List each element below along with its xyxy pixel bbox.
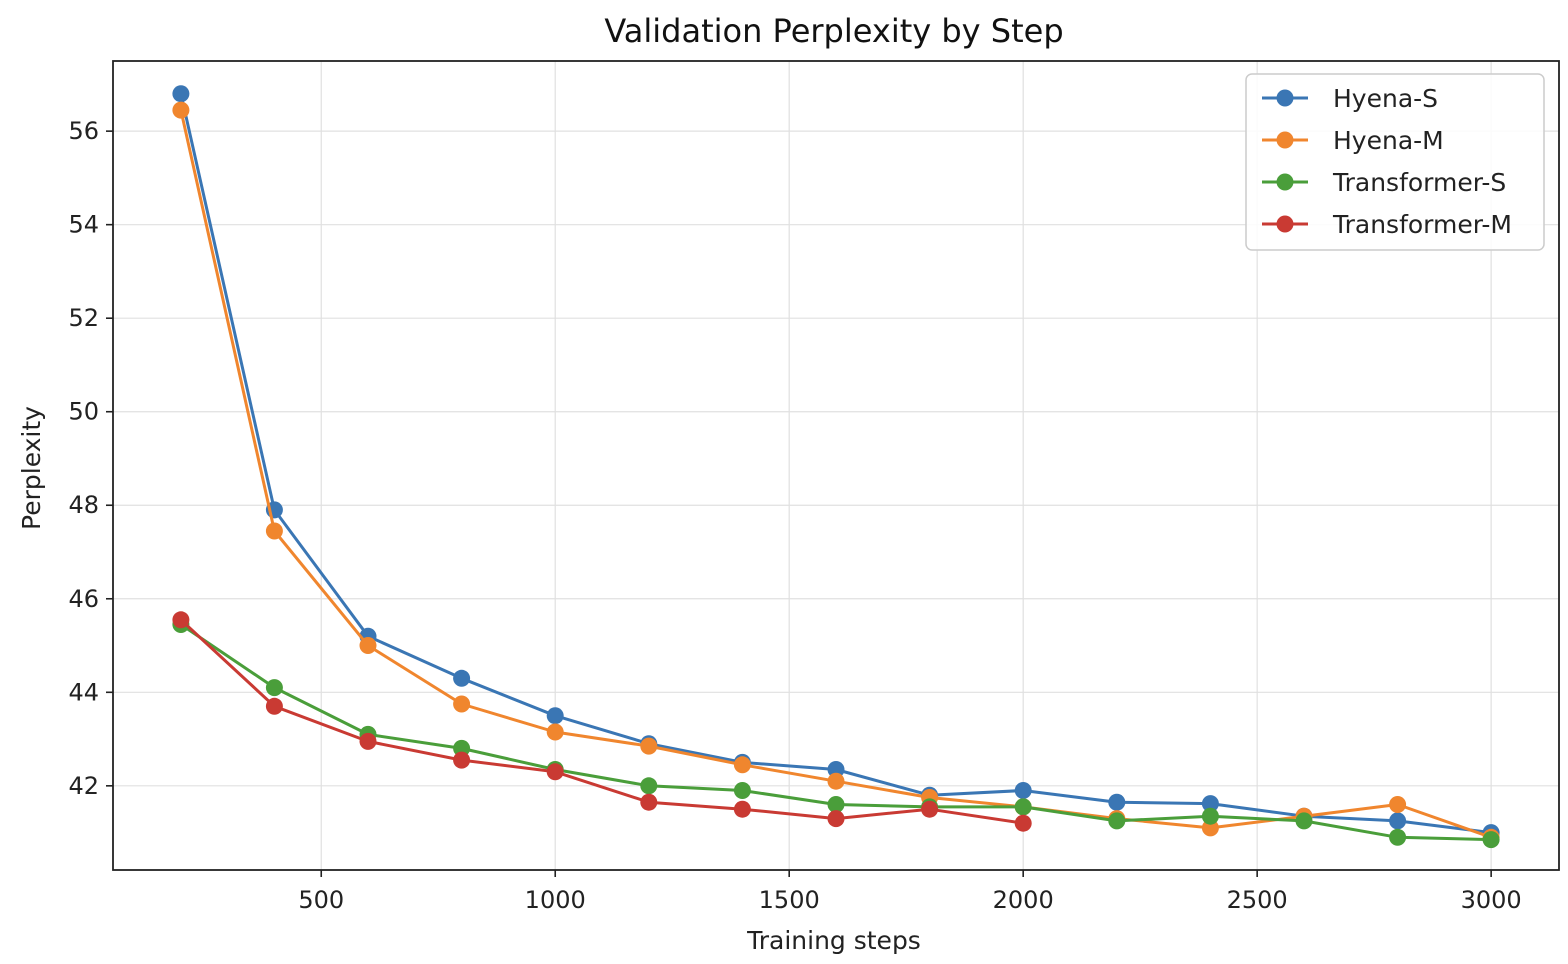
legend-marker-hyena-m	[1276, 131, 1294, 149]
legend-label-hyena-m: Hyena-M	[1333, 126, 1444, 155]
data-point-transformer-s	[1108, 812, 1126, 830]
data-point-hyena-s	[1108, 793, 1126, 811]
data-point-transformer-m	[453, 751, 471, 769]
data-point-hyena-m	[359, 637, 377, 654]
data-point-transformer-m	[640, 793, 658, 811]
data-point-hyena-m	[827, 772, 845, 790]
data-point-transformer-m	[172, 611, 190, 629]
legend-label-transformer-s: Transformer-S	[1332, 168, 1506, 197]
x-axis-label: Training steps	[746, 926, 921, 955]
legend-item-hyena-s: Hyena-S	[1262, 84, 1438, 113]
data-point-transformer-s	[1295, 812, 1313, 830]
data-point-transformer-s	[733, 782, 751, 799]
data-point-transformer-s	[1201, 807, 1219, 825]
legend-item-transformer-m: Transformer-M	[1262, 210, 1512, 239]
legend-item-transformer-s: Transformer-S	[1262, 168, 1506, 197]
data-point-hyena-m	[453, 695, 471, 713]
x-tick-label: 2000	[993, 886, 1054, 914]
data-point-hyena-m	[1389, 796, 1407, 813]
data-point-transformer-m	[265, 697, 283, 715]
legend-marker-hyena-s	[1276, 89, 1294, 107]
data-point-hyena-m	[265, 522, 283, 540]
series-layer	[172, 85, 1500, 849]
legend-label-hyena-s: Hyena-S	[1333, 84, 1438, 113]
legend-box	[1245, 73, 1545, 251]
y-tick-label: 56	[68, 117, 99, 145]
data-point-transformer-s	[453, 739, 471, 757]
data-point-transformer-s	[1014, 798, 1032, 816]
y-tick-label: 44	[68, 678, 99, 706]
legend-item-hyena-m: Hyena-M	[1262, 126, 1444, 155]
data-point-transformer-m	[921, 800, 939, 818]
y-tick-label: 46	[68, 585, 99, 613]
y-axis-label: Perplexity	[17, 406, 46, 530]
tick-layer: 500 1000 1500 2000 2500 3000 42 44 46 48 50 52 54 56	[68, 117, 1521, 914]
series-line-transformer-m	[179, 618, 1025, 825]
series-transformer-m	[172, 611, 1032, 832]
x-tick-label: 2500	[1227, 886, 1288, 914]
data-point-hyena-s	[827, 761, 845, 778]
y-tick-label: 52	[68, 304, 99, 332]
data-point-transformer-s	[265, 679, 283, 697]
data-point-transformer-s	[1389, 828, 1407, 846]
data-point-hyena-s	[546, 707, 564, 725]
data-point-hyena-s	[172, 85, 190, 103]
data-point-transformer-m	[733, 800, 751, 818]
legend-label-transformer-m: Transformer-M	[1332, 210, 1512, 239]
data-point-hyena-s	[1389, 812, 1407, 830]
y-tick-label: 42	[68, 772, 99, 800]
legend-marker-transformer-m	[1276, 215, 1294, 233]
chart-title: Validation Perplexity by Step	[604, 12, 1063, 50]
y-tick-label: 50	[68, 398, 99, 426]
y-tick-label: 48	[68, 491, 99, 519]
data-point-transformer-m	[827, 810, 845, 828]
data-point-transformer-m	[1014, 814, 1032, 832]
data-point-hyena-s	[1014, 782, 1032, 799]
x-tick-label: 1000	[525, 886, 586, 914]
x-tick-label: 1500	[759, 886, 820, 914]
data-point-hyena-m	[1201, 819, 1219, 837]
data-point-hyena-m	[733, 756, 751, 774]
data-point-transformer-m	[546, 763, 564, 781]
plot-frame	[112, 60, 1560, 871]
data-point-transformer-s	[827, 796, 845, 813]
y-tick-label: 54	[68, 211, 99, 239]
data-point-transformer-m	[359, 732, 377, 750]
data-point-hyena-s	[453, 669, 471, 687]
data-point-transformer-s	[640, 777, 658, 795]
data-point-transformer-s	[1482, 831, 1500, 849]
data-point-hyena-m	[640, 737, 658, 755]
data-point-hyena-m	[172, 101, 190, 119]
data-point-hyena-m	[546, 723, 564, 741]
x-tick-label: 3000	[1461, 886, 1522, 914]
x-tick-label: 500	[298, 886, 344, 914]
legend: Hyena-S Hyena-M Transformer-S Transformer-M	[1245, 73, 1545, 251]
legend-marker-transformer-s	[1276, 173, 1294, 191]
data-point-hyena-s	[1201, 795, 1219, 813]
